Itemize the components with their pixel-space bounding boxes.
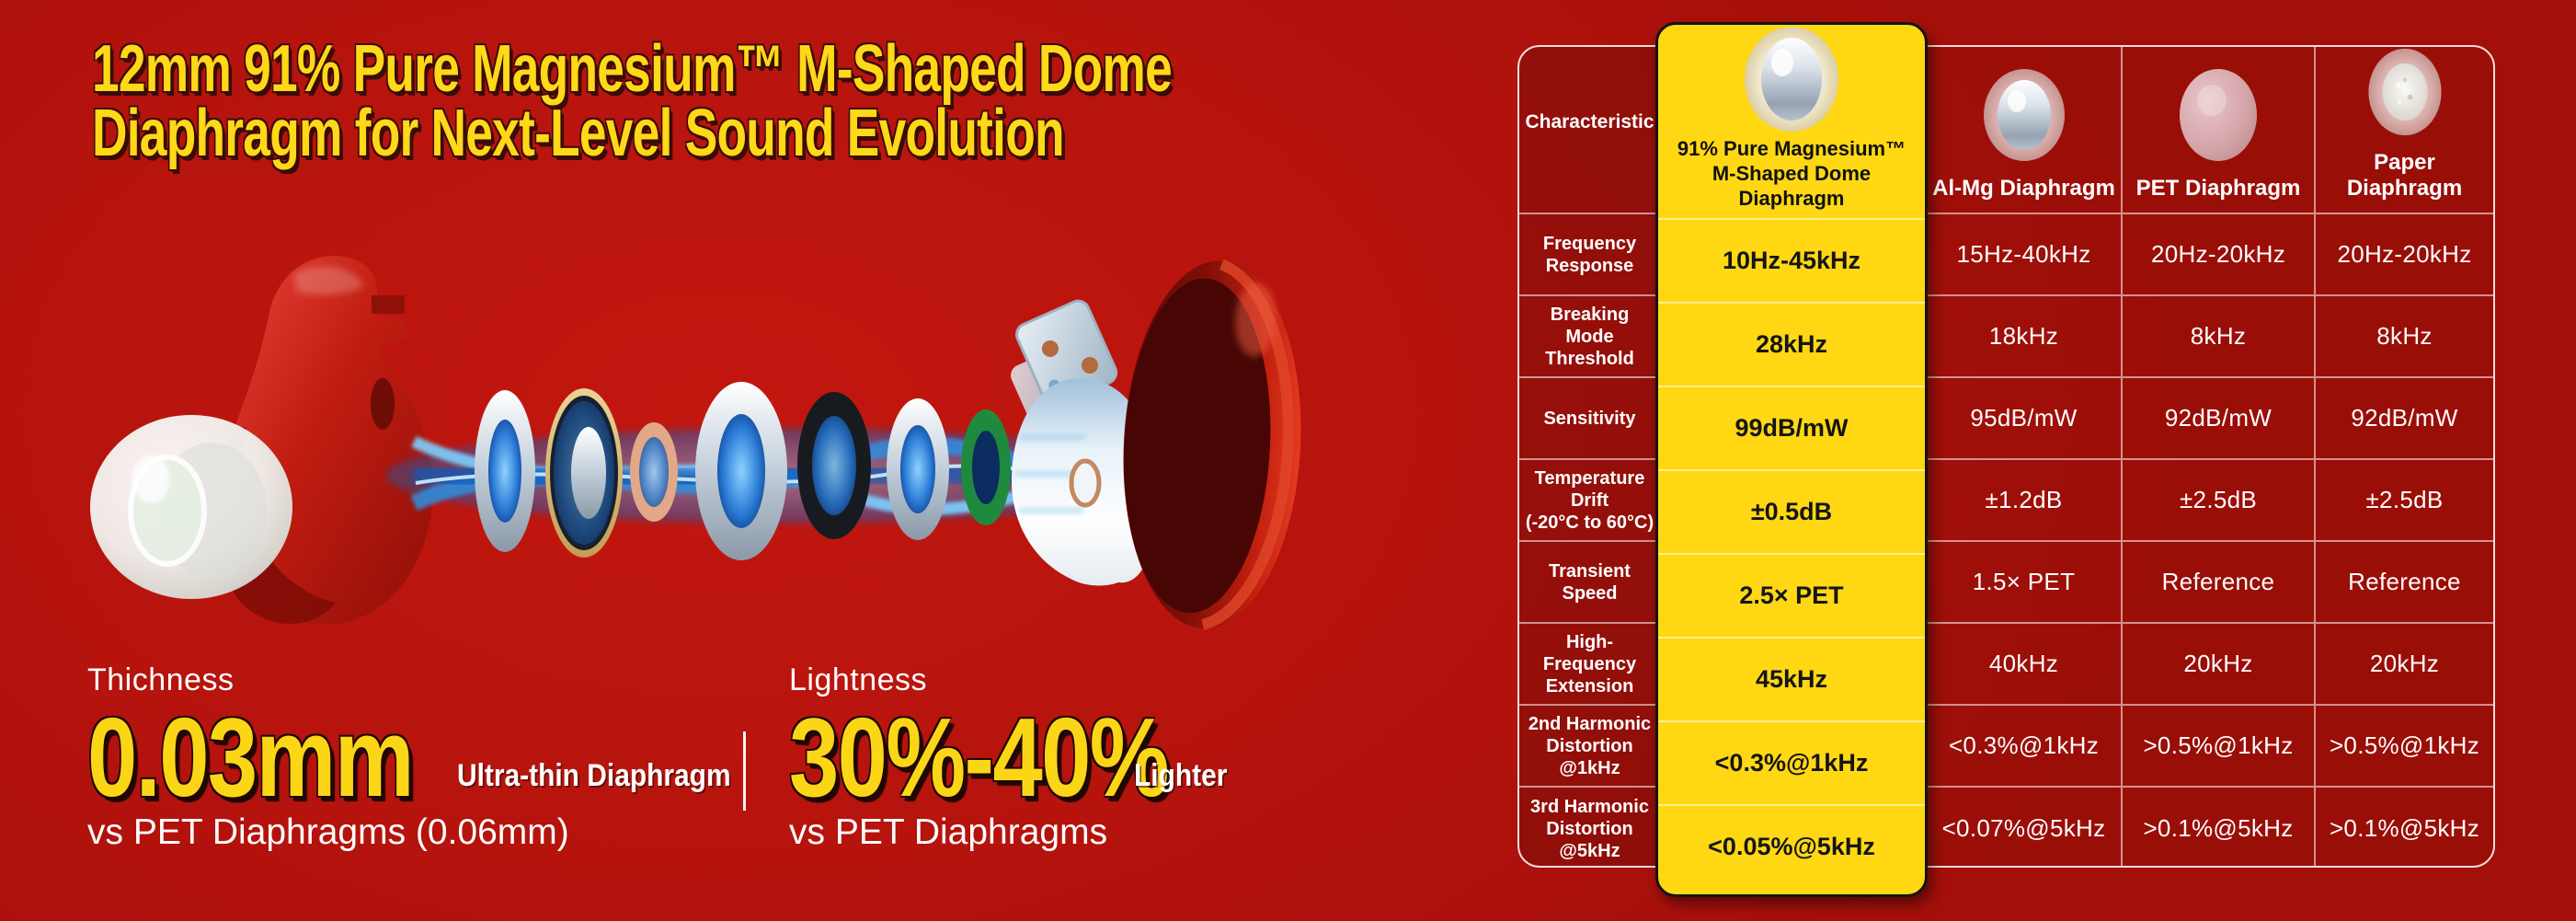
row-label: Frequency Response: [1519, 214, 1660, 296]
row-label: Temperature Drift (-20°C to 60°C): [1519, 460, 1660, 542]
table-cell-magnesium: <0.3%@1kHz: [1658, 720, 1925, 804]
paper-column-label: Paper Diaphragm: [2346, 150, 2463, 201]
lightness-value: 30%-40%: [789, 695, 1170, 820]
page-title: 12mm 91% Pure Magnesium™ M-Shaped Dome D…: [92, 32, 1551, 170]
table-cell: Reference: [2316, 542, 2493, 624]
row-label-line2: Extension: [1545, 675, 1634, 697]
white-ring: [695, 382, 787, 560]
thickness-suffix: Ultra-thin Diaphragm: [457, 758, 731, 793]
table-cell: <0.3%@1kHz: [1927, 706, 2123, 788]
lightness-caption: vs PET Diaphragms: [789, 812, 1108, 852]
table-grid: Characteristic Al-Mg Diaphragm PET Diaph…: [1517, 45, 2495, 868]
magnesium-column-label-line1: 91% Pure Magnesium™: [1677, 137, 1906, 160]
silver-ring: [475, 390, 535, 552]
row-label-line1: Transient Speed: [1549, 560, 1631, 604]
table-cell: >0.5%@1kHz: [2123, 706, 2316, 788]
table-cell-magnesium: <0.05%@5kHz: [1658, 804, 1925, 888]
lightness-label: Lightness: [789, 662, 928, 697]
table-cell: Reference: [2123, 542, 2316, 624]
highlight-column-header: 91% Pure Magnesium™ M-Shaped Dome Diaphr…: [1658, 25, 1925, 218]
row-label-line1: Temperature Drift: [1534, 467, 1645, 511]
exploded-driver-diagram: [90, 256, 1301, 630]
almg-column-label: Al-Mg Diaphragm: [1932, 176, 2115, 201]
table-cell: >0.1%@5kHz: [2123, 788, 2316, 866]
thickness-stat: Thichness 0.03mm Ultra-thin Diaphragm vs…: [87, 662, 769, 853]
magnesium-diaphragm-icon: [1745, 27, 1838, 132]
steel-ring: [887, 398, 949, 540]
table-cell: >0.5%@1kHz: [2316, 706, 2493, 788]
table-cell: 8kHz: [2316, 296, 2493, 378]
row-label-line1: Sensitivity: [1543, 408, 1636, 429]
row-label-line2: (-20°C to 60°C): [1525, 512, 1654, 533]
row-label-line2: Threshold: [1545, 348, 1634, 369]
row-label: High-Frequency Extension: [1519, 624, 1660, 706]
almg-diaphragm-icon: [1983, 69, 2065, 161]
row-label-line2: Distortion @1kHz: [1546, 735, 1633, 778]
table-cell-magnesium: 45kHz: [1658, 637, 1925, 720]
headline-line1: 12mm 91% Pure Magnesium™ M-Shaped Dome: [92, 32, 1173, 106]
table-cell: 40kHz: [1927, 624, 2123, 706]
copper-ring: [630, 422, 678, 522]
highlight-column-magnesium: 91% Pure Magnesium™ M-Shaped Dome Diaphr…: [1655, 22, 1928, 897]
ear-tip: [90, 415, 292, 599]
row-label: Sensitivity: [1519, 378, 1660, 460]
paper-diaphragm-icon: [2367, 48, 2442, 136]
row-label-line2: Distortion @5kHz: [1546, 818, 1633, 861]
green-ring: [961, 409, 1011, 525]
thickness-caption: vs PET Diaphragms (0.06mm): [87, 812, 569, 852]
table-cell-magnesium: 2.5× PET: [1658, 553, 1925, 637]
table-cell: 20kHz: [2123, 624, 2316, 706]
comparison-table: 91% Pure Magnesium™ M-Shaped Dome Diaphr…: [1517, 22, 2495, 897]
column-header-characteristic: Characteristic: [1519, 47, 1660, 214]
black-ring: [797, 392, 871, 539]
pet-diaphragm-icon: [2180, 69, 2257, 161]
table-cell: 95dB/mW: [1927, 378, 2123, 460]
lightness-stat: Lightness 30%-40% Lighter vs PET Diaphra…: [789, 662, 1240, 853]
row-label-line1: 3rd Harmonic: [1530, 796, 1649, 817]
row-label-line1: Frequency: [1542, 233, 1637, 254]
headline-line2: Diaphragm for Next-Level Sound Evolution: [92, 97, 1065, 170]
stat-divider: [743, 731, 746, 811]
row-label-line1: High-Frequency: [1542, 631, 1637, 674]
table-cell: 18kHz: [1927, 296, 2123, 378]
table-cell: 92dB/mW: [2316, 378, 2493, 460]
table-cell: 20kHz: [2316, 624, 2493, 706]
column-header-paper: Paper Diaphragm: [2316, 47, 2493, 214]
row-label: 3rd Harmonic Distortion @5kHz: [1519, 788, 1660, 866]
column-header-almg: Al-Mg Diaphragm: [1927, 47, 2123, 214]
column-header-pet: PET Diaphragm: [2123, 47, 2316, 214]
pet-column-label: PET Diaphragm: [2135, 176, 2301, 201]
table-cell: 15Hz-40kHz: [1927, 214, 2123, 296]
table-cell: >0.1%@5kHz: [2316, 788, 2493, 866]
row-label: 2nd Harmonic Distortion @1kHz: [1519, 706, 1660, 788]
gold-rim-driver: [545, 388, 623, 558]
row-label-line1: Breaking Mode: [1550, 304, 1630, 347]
table-cell: <0.07%@5kHz: [1927, 788, 2123, 866]
table-cell-magnesium: 10Hz-45kHz: [1658, 218, 1925, 302]
lightness-suffix: Lighter: [1133, 758, 1228, 793]
driver-capsule: [1012, 378, 1155, 586]
table-cell: 8kHz: [2123, 296, 2316, 378]
table-cell: ±2.5dB: [2123, 460, 2316, 542]
table-cell: 92dB/mW: [2123, 378, 2316, 460]
table-cell: ±2.5dB: [2316, 460, 2493, 542]
table-cell: 20Hz-20kHz: [2123, 214, 2316, 296]
row-label-line2: Response: [1545, 255, 1634, 276]
red-faceplate: [1123, 259, 1301, 630]
thickness-label: Thichness: [87, 662, 235, 697]
table-cell: ±1.2dB: [1927, 460, 2123, 542]
table-cell-magnesium: 28kHz: [1658, 302, 1925, 386]
table-cell: 20Hz-20kHz: [2316, 214, 2493, 296]
table-cell: 1.5× PET: [1927, 542, 2123, 624]
row-label: Breaking Mode Threshold: [1519, 296, 1660, 378]
thickness-value: 0.03mm: [87, 695, 415, 820]
magnesium-column-label-line2: M-Shaped Dome Diaphragm: [1712, 162, 1872, 210]
table-cell-magnesium: 99dB/mW: [1658, 386, 1925, 469]
table-cell-magnesium: ±0.5dB: [1658, 469, 1925, 553]
row-label: Transient Speed: [1519, 542, 1660, 624]
row-label-line1: 2nd Harmonic: [1528, 713, 1652, 734]
